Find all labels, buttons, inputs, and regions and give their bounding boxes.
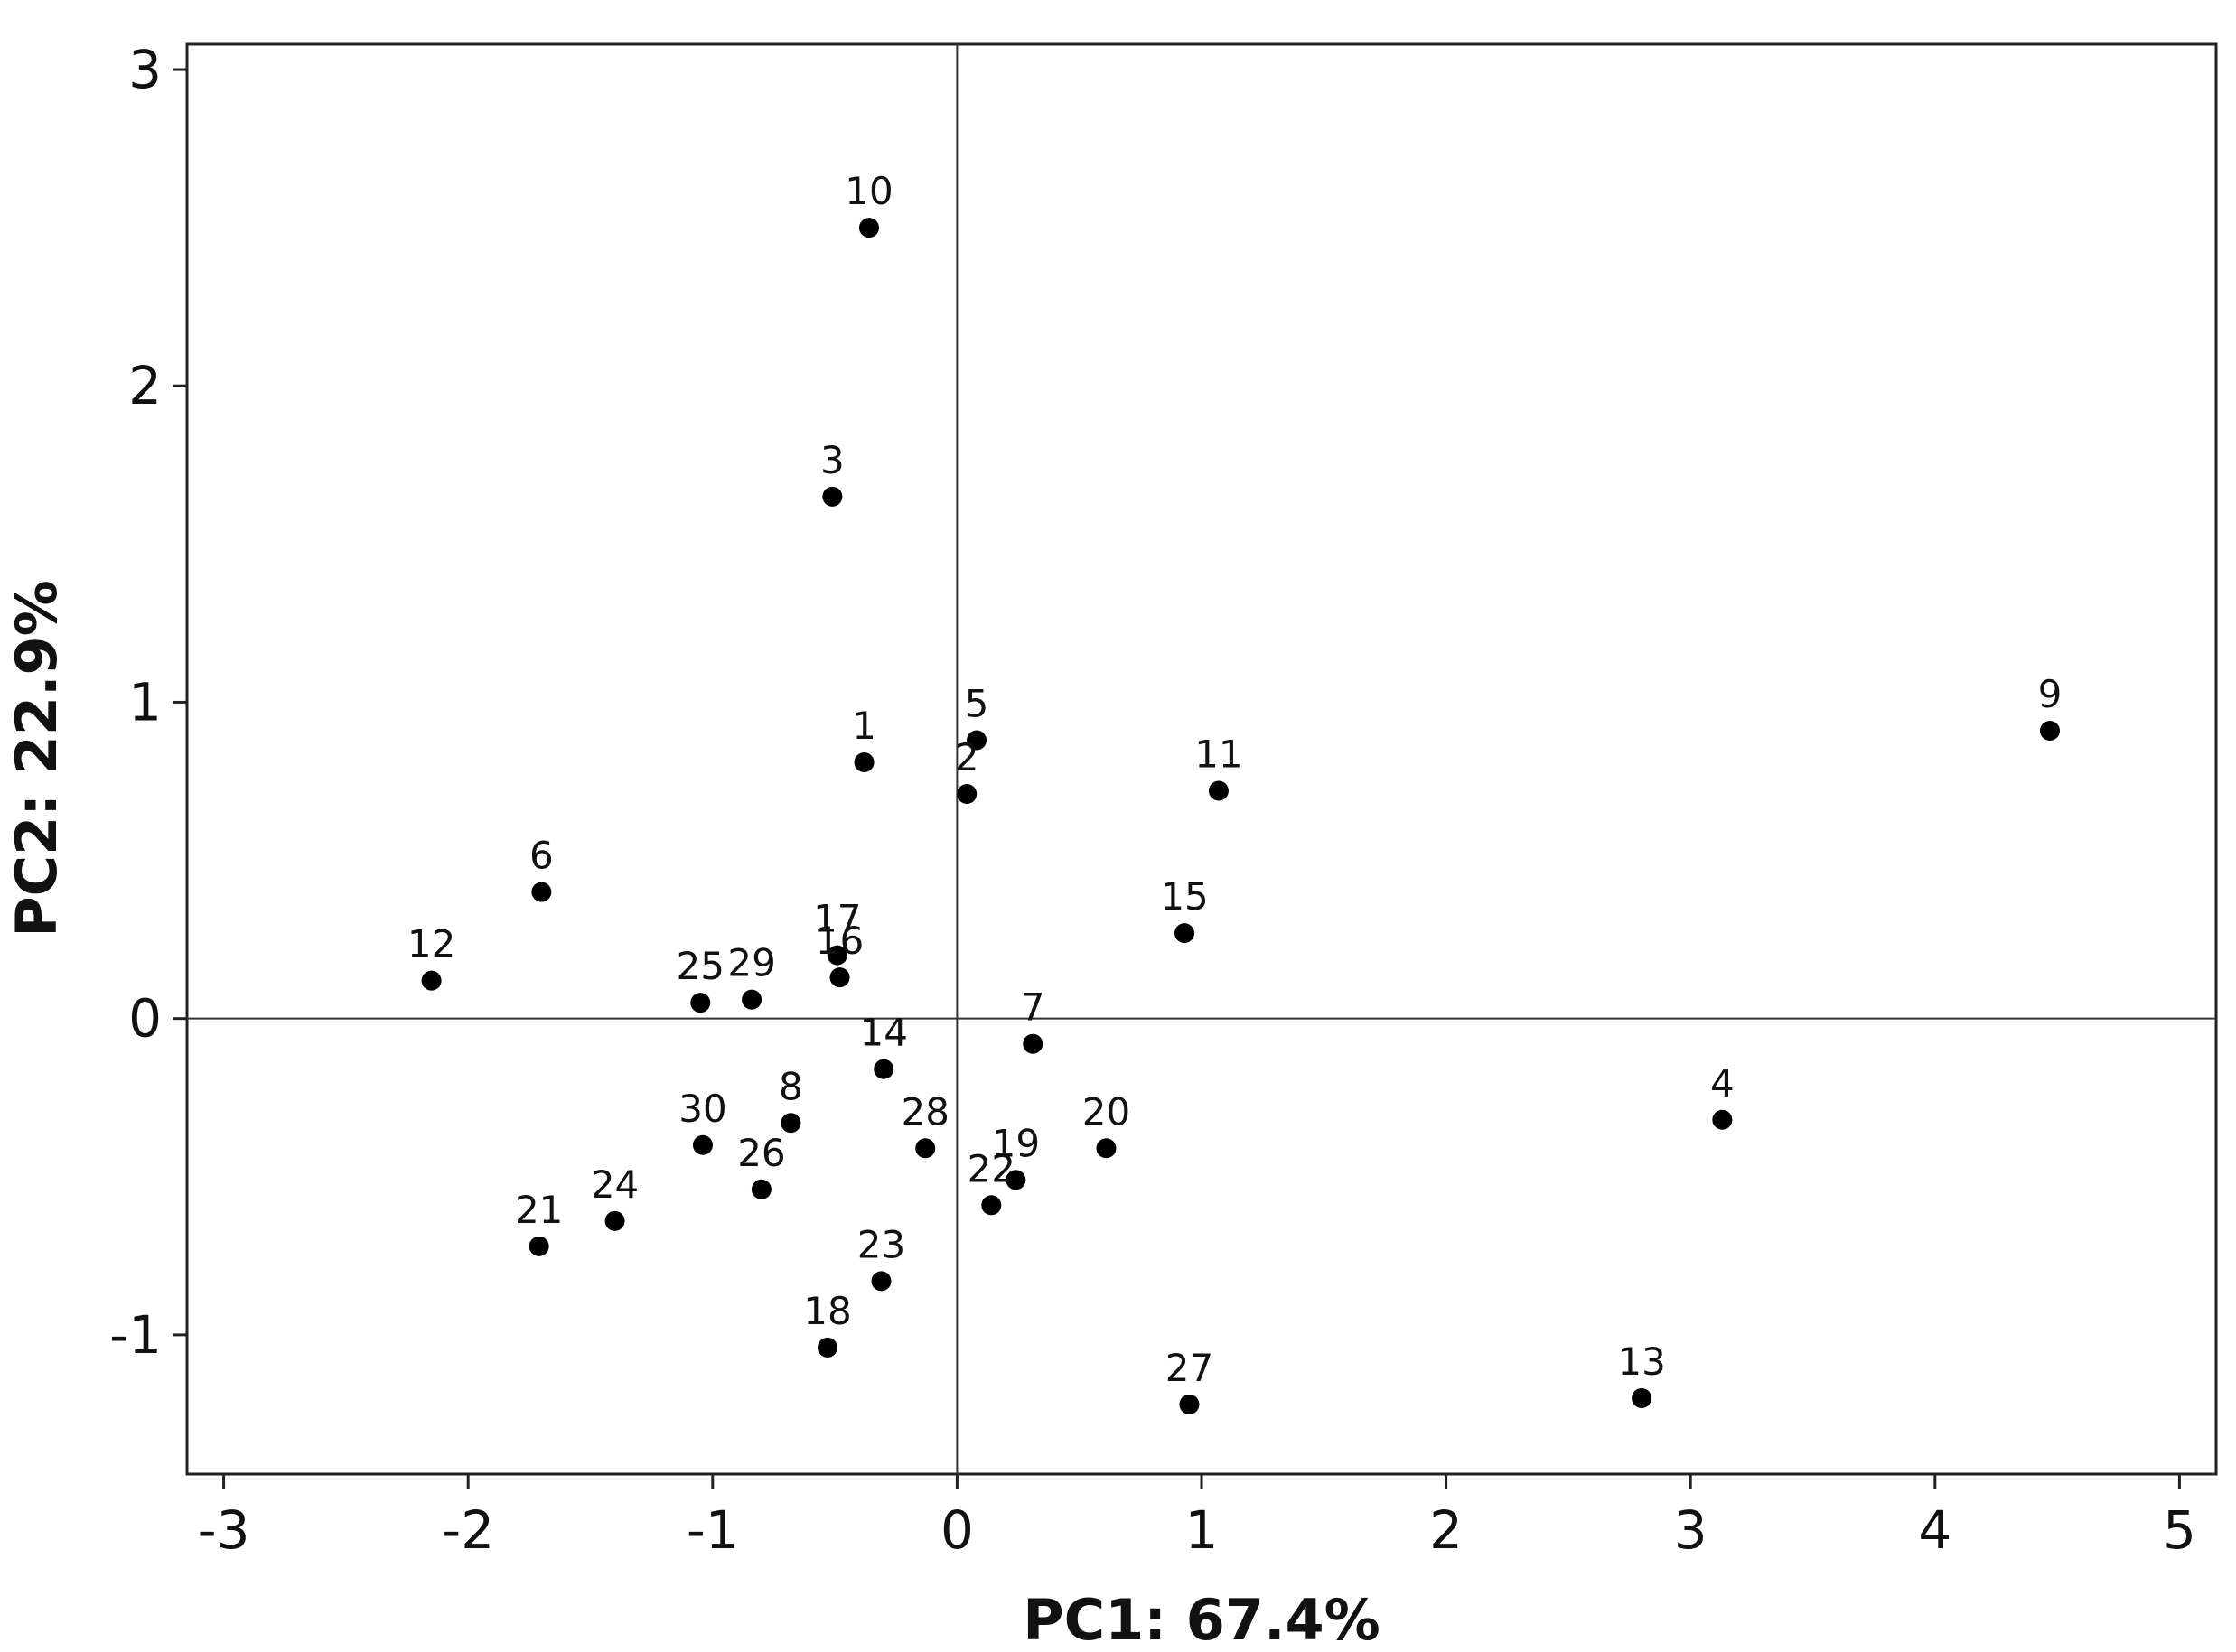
data-point — [1096, 1138, 1117, 1159]
x-tick-label: -2 — [442, 1499, 494, 1561]
data-point-label: 14 — [859, 1011, 907, 1055]
data-point-label: 16 — [816, 919, 864, 963]
data-point-label: 9 — [2038, 672, 2063, 716]
y-tick-label: 2 — [128, 355, 162, 416]
data-point — [421, 970, 442, 991]
data-point — [751, 1179, 772, 1199]
data-point-label: 24 — [591, 1162, 639, 1207]
y-tick-label: 0 — [128, 988, 162, 1050]
data-point — [822, 486, 843, 507]
data-point-label: 29 — [727, 941, 775, 985]
x-tick-label: 0 — [940, 1499, 974, 1561]
x-tick-label: -1 — [687, 1499, 739, 1561]
data-point — [1006, 1170, 1026, 1190]
data-point-label: 8 — [779, 1064, 803, 1108]
data-point — [874, 1059, 894, 1079]
reference-lines — [187, 44, 2216, 1474]
data-point — [604, 1210, 625, 1231]
data-point — [742, 989, 762, 1010]
data-point — [1174, 923, 1195, 944]
data-point — [2039, 720, 2060, 741]
data-point — [854, 752, 875, 773]
data-point-label: 1 — [852, 704, 876, 748]
data-point-label: 20 — [1082, 1089, 1130, 1134]
data-point — [692, 1134, 713, 1155]
data-point-label: 22 — [968, 1146, 1015, 1190]
data-point — [1208, 780, 1229, 801]
data-point — [871, 1271, 892, 1292]
data-point — [1632, 1387, 1652, 1408]
x-tick-label: 1 — [1185, 1499, 1219, 1561]
data-point-label: 4 — [1710, 1061, 1735, 1106]
y-tick-label: 1 — [128, 671, 162, 733]
data-point-label: 30 — [678, 1087, 726, 1131]
x-tick-label: 3 — [1674, 1499, 1707, 1561]
y-tick-label: 3 — [128, 39, 162, 100]
x-tick-label: 2 — [1429, 1499, 1463, 1561]
data-point — [827, 945, 847, 966]
data-point-label: 2 — [955, 735, 979, 779]
data-point-label: 15 — [1160, 874, 1208, 919]
data-point-label: 28 — [901, 1089, 949, 1134]
data-point-label: 27 — [1165, 1346, 1213, 1390]
x-tick-label: 4 — [1918, 1499, 1951, 1561]
data-point — [529, 1236, 549, 1256]
data-point-label: 18 — [803, 1289, 851, 1333]
data-point-label: 7 — [1021, 985, 1045, 1030]
data-point — [915, 1138, 936, 1159]
y-tick-label: -1 — [109, 1304, 162, 1366]
data-point — [829, 967, 850, 988]
data-points: 1234567891011121314151617181920212223242… — [407, 169, 2062, 1414]
data-point-label: 5 — [965, 681, 989, 725]
data-point-label: 19 — [992, 1121, 1040, 1165]
x-axis-title: PC1: 67.4% — [1023, 1587, 1380, 1652]
data-point-label: 12 — [407, 922, 455, 966]
data-point — [957, 784, 978, 805]
data-point — [1023, 1033, 1043, 1054]
x-axis: -3 -2 -1 0 1 2 3 4 5 — [198, 1474, 2196, 1561]
data-point-label: 10 — [845, 169, 893, 213]
data-point-label: 23 — [857, 1222, 905, 1266]
data-point-label: 11 — [1194, 733, 1242, 777]
data-point-label: 6 — [529, 834, 554, 878]
data-point — [858, 218, 879, 238]
data-point-label: 21 — [515, 1188, 563, 1232]
data-point — [781, 1113, 801, 1134]
y-axis: -1 0 1 2 3 — [109, 39, 187, 1366]
data-point — [531, 882, 552, 902]
data-point — [690, 993, 711, 1013]
data-point — [967, 730, 987, 751]
data-point — [817, 1337, 837, 1358]
x-tick-label: 5 — [2163, 1499, 2196, 1561]
data-point-label: 25 — [677, 944, 725, 988]
x-tick-label: -3 — [198, 1499, 250, 1561]
data-point-label: 26 — [737, 1131, 785, 1175]
data-point-label: 3 — [820, 438, 845, 482]
data-point-label: 17 — [813, 897, 861, 941]
data-point — [981, 1195, 1002, 1216]
data-point — [1179, 1394, 1200, 1414]
y-axis-title: PC2: 22.9% — [4, 580, 70, 938]
data-point — [1712, 1109, 1733, 1130]
data-point-label: 13 — [1617, 1339, 1665, 1384]
